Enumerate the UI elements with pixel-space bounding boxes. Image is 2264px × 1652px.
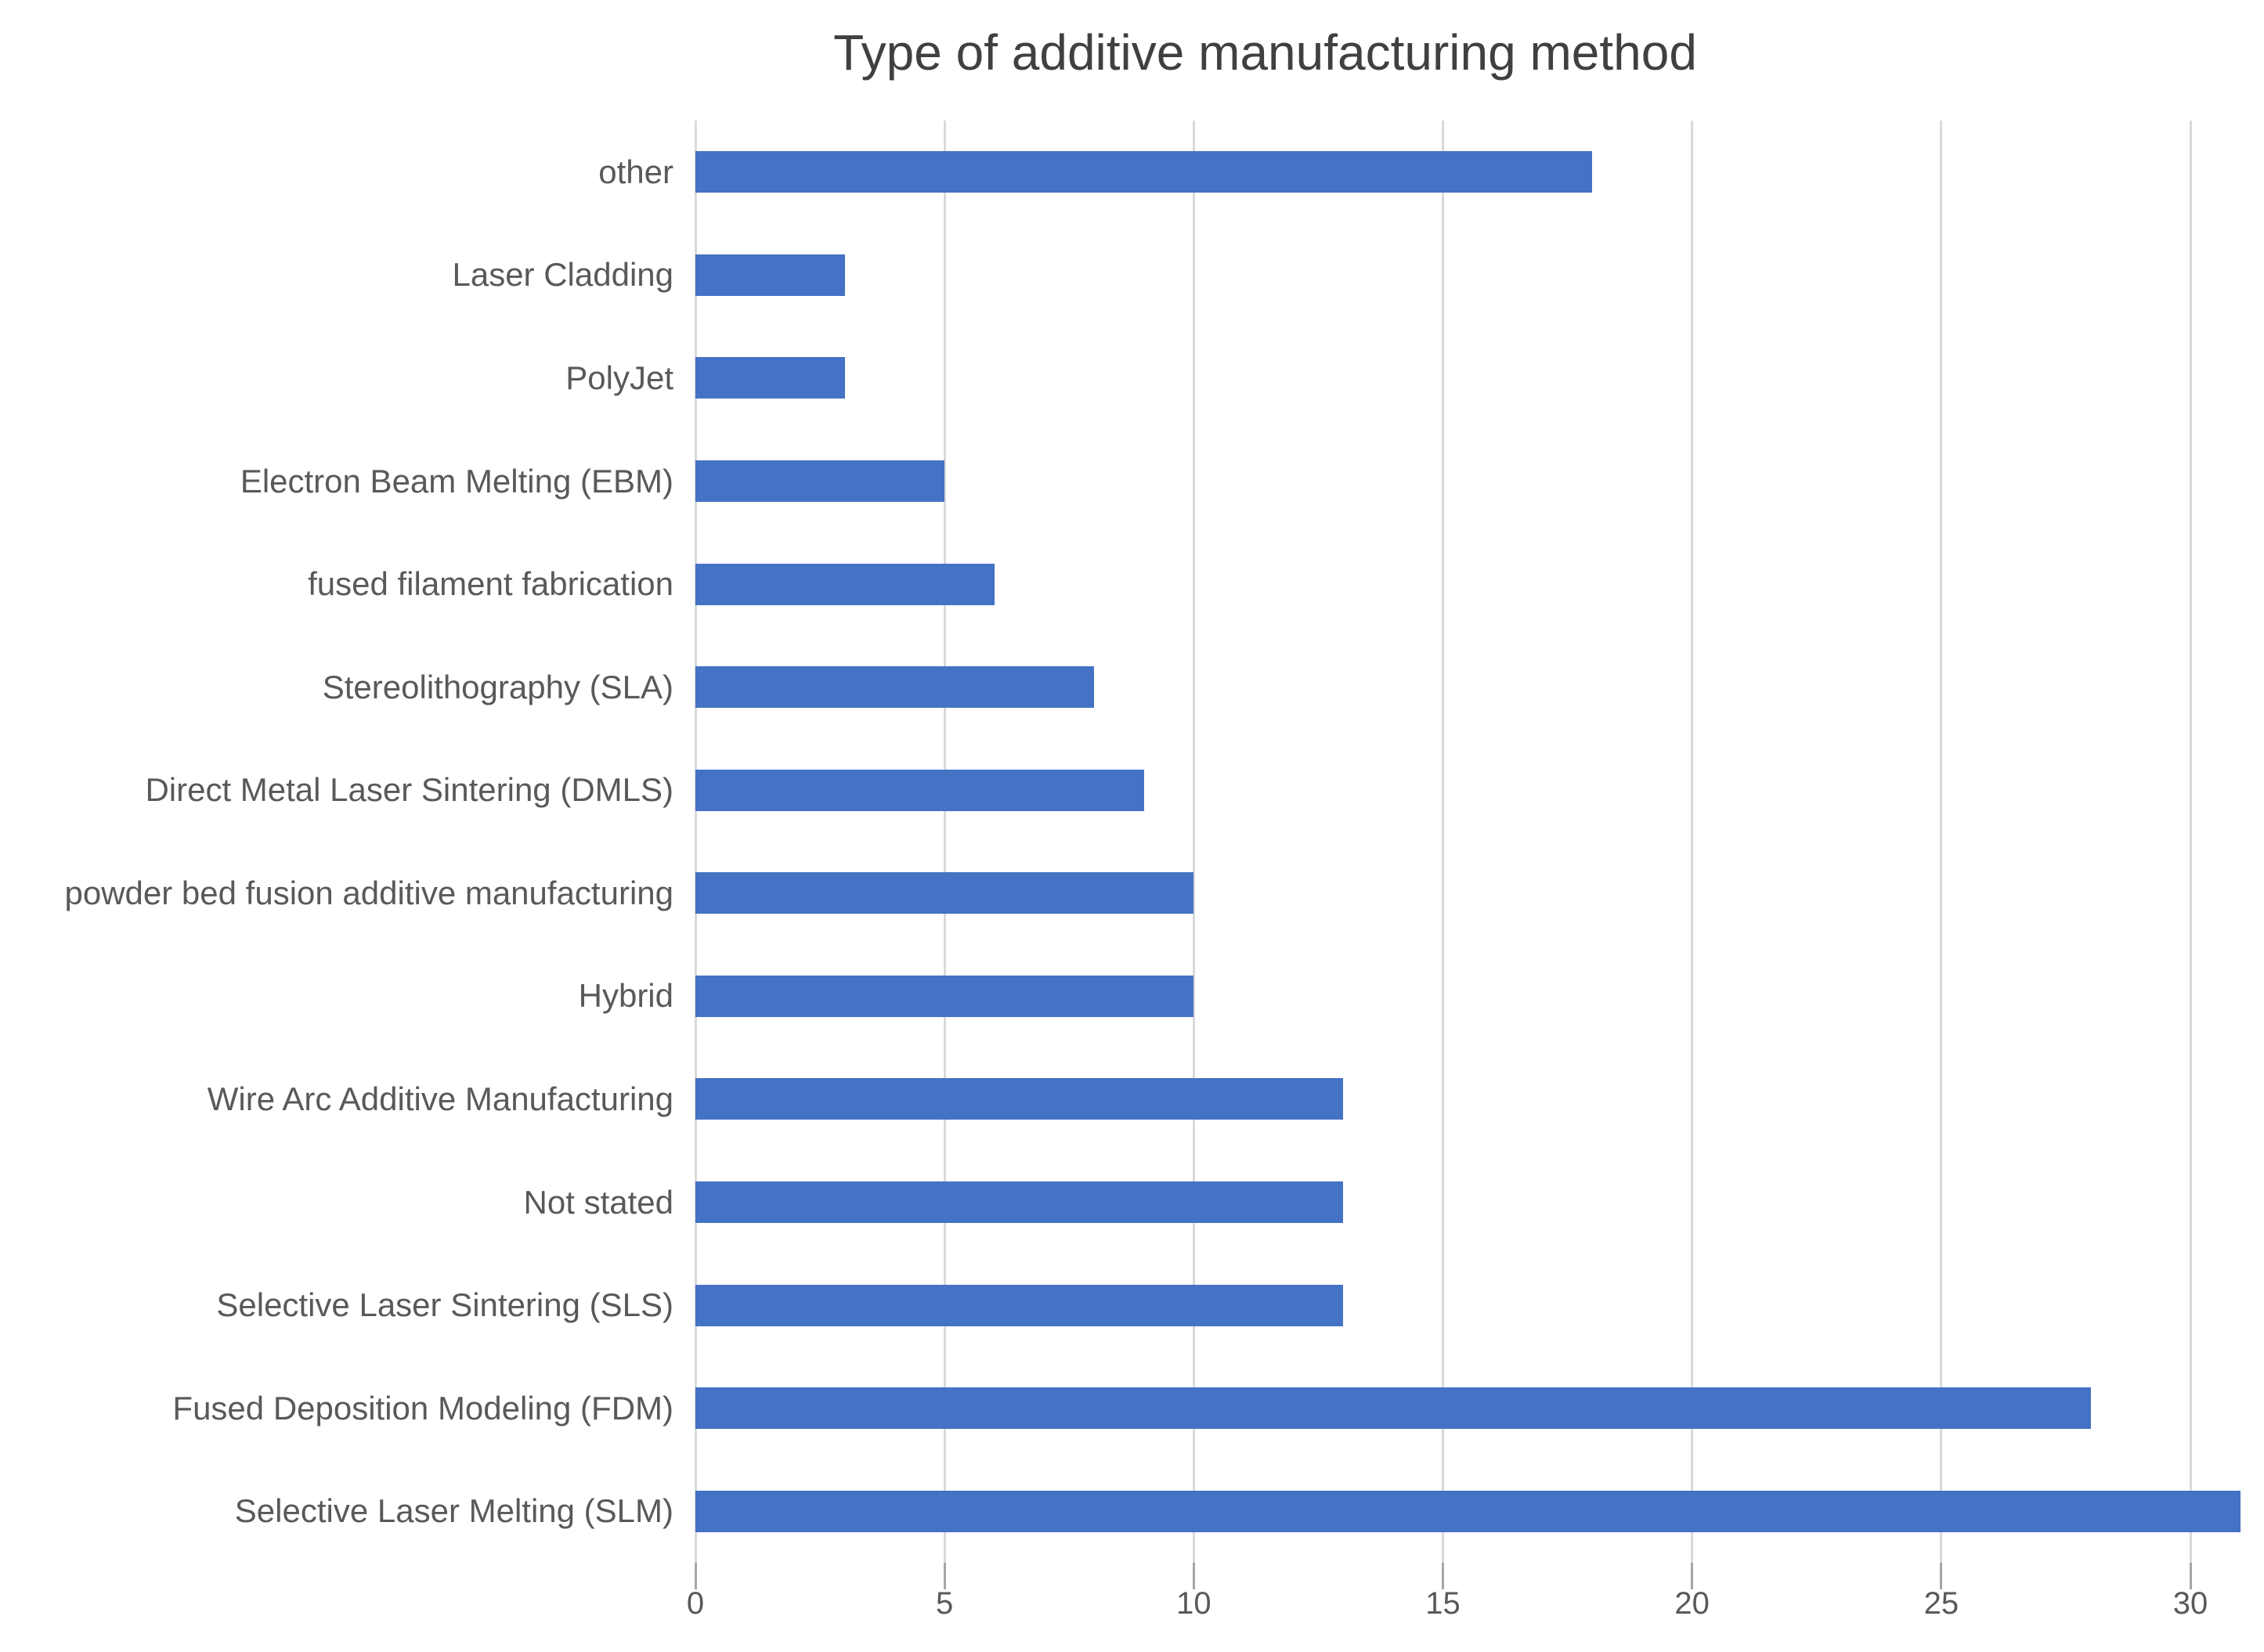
x-tick-label-25: 25 (1923, 1586, 1959, 1621)
bar-not-stated (695, 1181, 1344, 1223)
x-axis-tick-30 (2189, 1563, 2192, 1589)
gridline-x-25 (1940, 121, 1943, 1563)
category-label-direct-metal-laser-sintering-dmls: Direct Metal Laser Sintering (DMLS) (145, 771, 673, 809)
bar-laser-cladding (695, 254, 845, 296)
x-axis-tick-20 (1691, 1563, 1694, 1589)
category-label-fused-filament-fabrication: fused filament fabrication (308, 565, 673, 603)
bar-other (695, 151, 1593, 193)
bar-polyjet (695, 357, 845, 399)
category-label-polyjet: PolyJet (565, 359, 673, 396)
gridline-x-20 (1691, 121, 1694, 1563)
x-tick-label-0: 0 (686, 1586, 705, 1621)
bar-wire-arc-additive-manufacturing (695, 1078, 1344, 1120)
x-tick-label-5: 5 (936, 1586, 954, 1621)
chart-title: Type of additive manufacturing method (833, 24, 1697, 81)
x-tick-label-15: 15 (1425, 1586, 1461, 1621)
x-axis-tick-15 (1442, 1563, 1444, 1589)
category-label-other: other (598, 153, 673, 190)
category-label-electron-beam-melting-ebm: Electron Beam Melting (EBM) (240, 462, 673, 500)
bar-powder-bed-fusion-additive-manufacturing (695, 872, 1194, 914)
bar-hybrid (695, 975, 1194, 1017)
x-axis-tick-5 (943, 1563, 946, 1589)
x-tick-label-20: 20 (1674, 1586, 1710, 1621)
gridline-x-10 (1192, 121, 1195, 1563)
gridline-x-30 (2189, 121, 2192, 1563)
category-label-hybrid: Hybrid (578, 977, 673, 1015)
category-label-wire-arc-additive-manufacturing: Wire Arc Additive Manufacturing (207, 1080, 673, 1117)
x-tick-label-10: 10 (1176, 1586, 1211, 1621)
bar-direct-metal-laser-sintering-dmls (695, 769, 1144, 811)
category-label-selective-laser-melting-slm: Selective Laser Melting (SLM) (234, 1492, 673, 1530)
bar-fused-deposition-modeling-fdm (695, 1387, 2091, 1430)
category-label-not-stated: Not stated (523, 1183, 673, 1221)
bar-selective-laser-melting-slm (695, 1490, 2241, 1532)
category-label-powder-bed-fusion-additive-manufacturing: powder bed fusion additive manufacturing (64, 874, 674, 911)
category-label-laser-cladding: Laser Cladding (452, 256, 673, 294)
x-axis-tick-10 (1192, 1563, 1195, 1589)
gridline-x-5 (943, 121, 946, 1563)
bar-electron-beam-melting-ebm (695, 460, 945, 502)
x-tick-label-30: 30 (2172, 1586, 2208, 1621)
gridline-x-15 (1442, 121, 1444, 1563)
bar-selective-laser-sintering-sls (695, 1284, 1344, 1326)
bar-stereolithography-sla (695, 666, 1095, 709)
x-axis-tick-25 (1940, 1563, 1943, 1589)
category-label-fused-deposition-modeling-fdm: Fused Deposition Modeling (FDM) (172, 1389, 673, 1427)
x-axis-tick-0 (694, 1563, 697, 1589)
category-label-stereolithography-sla: Stereolithography (SLA) (322, 668, 673, 705)
gridline-x-0 (694, 121, 697, 1563)
category-label-selective-laser-sintering-sls: Selective Laser Sintering (SLS) (216, 1286, 673, 1324)
bar-fused-filament-fabrication (695, 563, 995, 605)
